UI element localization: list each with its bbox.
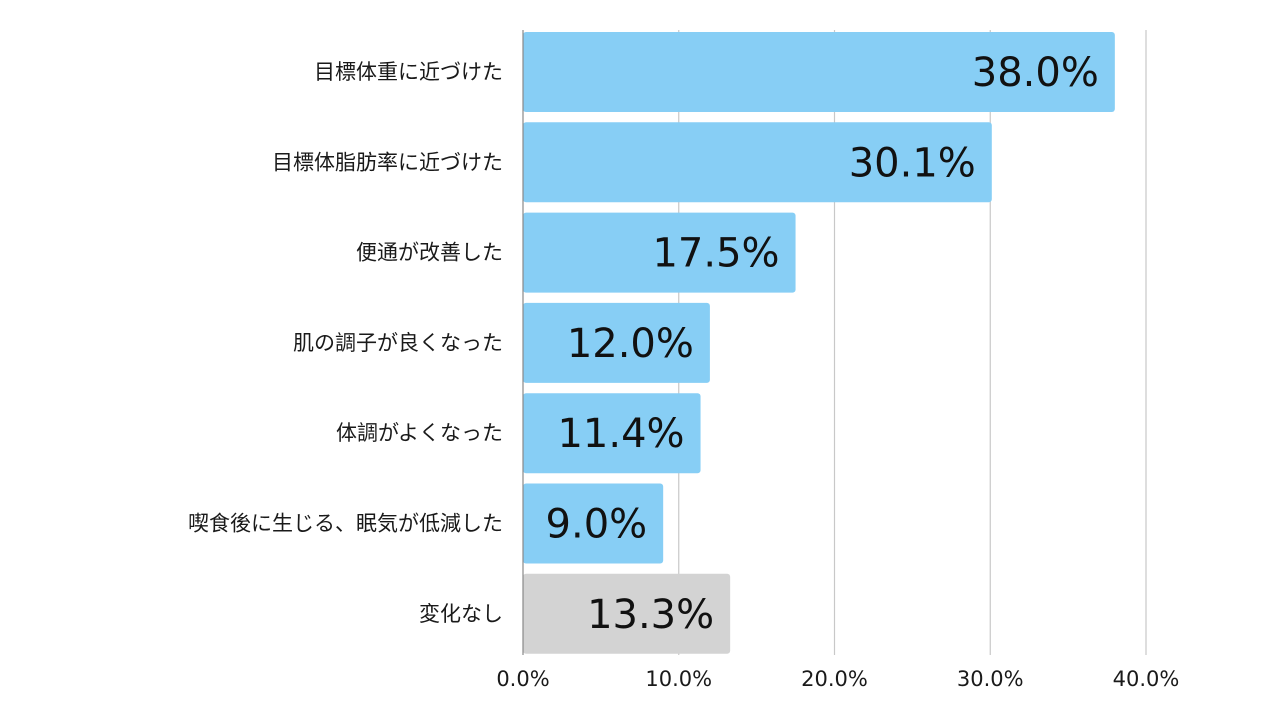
data-label-5: 9.0% — [546, 502, 648, 548]
bar-6 — [523, 573, 731, 654]
bar-5 — [523, 483, 664, 564]
x-tick-label-1: 10.0% — [645, 667, 712, 691]
category-label-6: 変化なし — [419, 602, 503, 626]
category-label-2: 便通が改善した — [356, 241, 503, 265]
x-tick-label-3: 30.0% — [957, 667, 1024, 691]
bar-3 — [523, 302, 710, 383]
data-label-0: 38.0% — [972, 50, 1099, 96]
x-tick-label-4: 40.0% — [1113, 667, 1180, 691]
bar-1 — [523, 122, 992, 203]
category-label-5: 喫食後に生じる、眠気が低減した — [188, 512, 503, 536]
bar-4 — [523, 393, 701, 474]
category-label-0: 目標体重に近づけた — [314, 60, 503, 84]
data-label-3: 12.0% — [567, 321, 694, 367]
x-tick-label-2: 20.0% — [801, 667, 868, 691]
category-label-4: 体調がよくなった — [336, 421, 503, 445]
bar-0 — [523, 32, 1115, 112]
bar-2 — [523, 212, 796, 293]
x-tick-label-0: 0.0% — [496, 667, 549, 691]
category-label-3: 肌の調子が良くなった — [293, 331, 503, 355]
labels: 0.0% 10.0% 20.0% 30.0% 40.0% 目標体重に近づけた 38.0% 目標… — [188, 50, 1179, 691]
data-label-1: 30.1% — [849, 140, 976, 186]
data-label-6: 13.3% — [587, 592, 714, 638]
data-label-2: 17.5% — [652, 231, 779, 277]
data-label-4: 11.4% — [557, 411, 684, 457]
category-label-1: 目標体脂肪率に近づけた — [272, 150, 503, 174]
bars — [523, 32, 1115, 654]
